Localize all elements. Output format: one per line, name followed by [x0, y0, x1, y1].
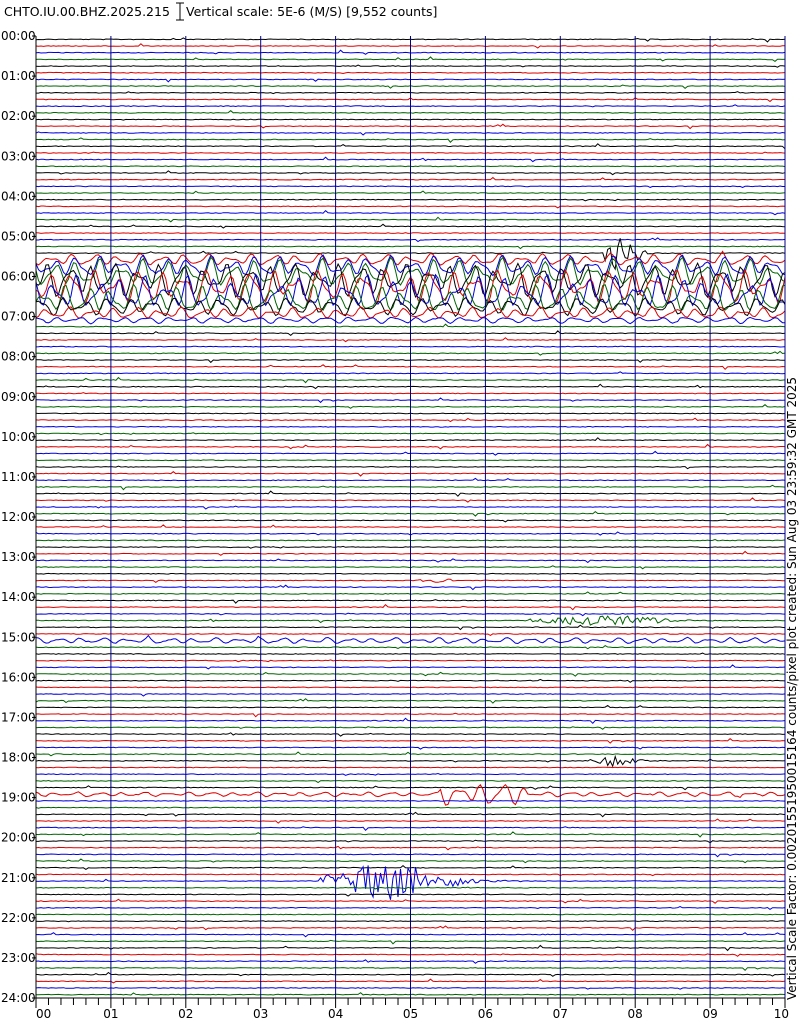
hour-tick-label: 01:00 [1, 69, 36, 83]
hour-label-group: 00:00 01:00 02:00 03:00 04:00 05:00 06:00 07:00… [1, 29, 36, 1005]
hour-tick-label: 18:00 [1, 751, 36, 765]
hour-tick-label: 22:00 [1, 911, 36, 925]
minute-tick-label: 01 [103, 1007, 118, 1021]
hour-tick-label: 09:00 [1, 390, 36, 404]
hour-tick-label: 17:00 [1, 710, 36, 724]
minute-tick-label: 10 [774, 1007, 789, 1021]
scale-bar-icon [176, 2, 184, 21]
minute-label-group: 00 01 02 03 04 05 06 07 08 09 10 [36, 1007, 789, 1021]
hour-tick-label: 12:00 [1, 510, 36, 524]
minute-tick-label: 08 [628, 1007, 643, 1021]
grid-group [32, 35, 786, 1008]
hour-tick-label: 19:00 [1, 791, 36, 805]
hour-tick-label: 04:00 [1, 189, 36, 203]
hour-tick-label: 05:00 [1, 229, 36, 243]
minute-tick-label: 09 [702, 1007, 717, 1021]
minute-tick-label: 07 [553, 1007, 568, 1021]
hour-tick-label: 20:00 [1, 831, 36, 845]
minute-tick-label: 02 [178, 1007, 193, 1021]
minute-tick-label: 05 [403, 1007, 418, 1021]
minute-tick-label: 00 [36, 1007, 51, 1021]
vertical-scale-label: Vertical scale: 5E-6 (M/S) [9,552 counts… [186, 4, 437, 19]
hour-tick-label: 16:00 [1, 670, 36, 684]
hour-tick-label: 14:00 [1, 590, 36, 604]
station-label: CHTO.IU.00.BHZ.2025.215 [4, 4, 170, 19]
minute-tick-label: 06 [478, 1007, 493, 1021]
hour-tick-label: 08:00 [1, 350, 36, 364]
hour-tick-label: 15:00 [1, 630, 36, 644]
hour-tick-label: 11:00 [1, 470, 36, 484]
hour-tick-label: 02:00 [1, 109, 36, 123]
hour-tick-label: 21:00 [1, 871, 36, 885]
scale-factor-note: Vertical Scale Factor: 0.002015519500151… [785, 377, 799, 1000]
hour-tick-label: 23:00 [1, 951, 36, 965]
hour-tick-label: 10:00 [1, 430, 36, 444]
minute-tick-label: 04 [328, 1007, 343, 1021]
header: CHTO.IU.00.BHZ.2025.215 Vertical scale: … [4, 2, 437, 21]
hour-tick-label: 00:00 [1, 29, 36, 43]
hour-tick-label: 24:00 [1, 991, 36, 1005]
hour-tick-label: 06:00 [1, 270, 36, 284]
hour-tick-label: 07:00 [1, 310, 36, 324]
minute-tick-label: 03 [253, 1007, 268, 1021]
hour-tick-label: 13:00 [1, 550, 36, 564]
hour-tick-label: 03:00 [1, 149, 36, 163]
